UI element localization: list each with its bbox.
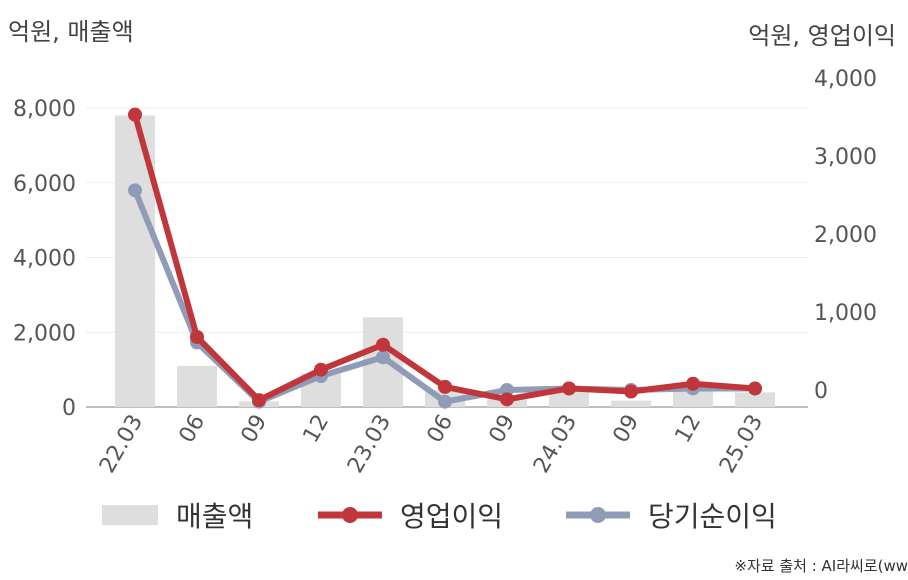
legend-swatch-line-blue [566, 507, 630, 523]
right-tick-label: 2,000 [814, 223, 877, 248]
data-point [438, 394, 452, 409]
chart-canvas: 0 2,000 4,000 6,000 8,000 0 1,000 2,000 3,000 4,… [13, 67, 877, 478]
left-tick-label: 8,000 [13, 97, 76, 122]
data-point [748, 381, 762, 396]
data-point [190, 329, 204, 344]
legend-swatch-line-red [318, 507, 382, 523]
legend-item-revenue: 매출액 [102, 490, 253, 540]
x-tick-label: 24.03 [529, 411, 582, 478]
right-tick-label: 4,000 [814, 67, 877, 92]
data-point [686, 376, 700, 391]
legend: 매출액 영업이익 당기순이익 [0, 490, 908, 540]
x-tick-label: 12 [299, 411, 335, 448]
left-tick-label: 6,000 [13, 172, 76, 197]
source-note: ※자료 출처 : AI라씨로(ww [734, 557, 908, 575]
left-axis-ticks: 0 2,000 4,000 6,000 8,000 [13, 97, 76, 421]
bar [611, 400, 651, 407]
right-tick-label: 3,000 [814, 145, 877, 170]
grid-lines [86, 107, 808, 408]
right-axis-ticks: 0 1,000 2,000 3,000 4,000 [814, 67, 877, 404]
data-point [376, 337, 390, 352]
x-tick-label: 06 [175, 411, 211, 448]
legend-item-net-income: 당기순이익 [566, 490, 777, 540]
data-point [128, 107, 142, 122]
right-tick-label: 0 [814, 379, 828, 404]
data-point [252, 393, 266, 408]
x-tick-label: 12 [671, 411, 707, 448]
data-point [128, 183, 142, 198]
legend-swatch-bar [102, 505, 158, 525]
right-tick-label: 1,000 [814, 301, 877, 326]
left-tick-label: 4,000 [13, 247, 76, 272]
right-axis-title: 억원, 영업이익 [748, 22, 896, 50]
legend-label: 매출액 [176, 500, 254, 533]
bar [735, 392, 775, 407]
x-tick-label: 25.03 [715, 411, 768, 478]
x-tick-label: 22.03 [95, 411, 148, 478]
left-tick-label: 0 [62, 396, 76, 421]
data-point [438, 379, 452, 394]
x-axis-ticks: 22.03 06 09 12 23.03 06 09 24.03 09 12 25.03 [95, 411, 768, 478]
data-point [314, 362, 328, 377]
bar [673, 391, 713, 407]
data-point [376, 350, 390, 365]
data-point [624, 384, 638, 399]
line-series [128, 107, 762, 409]
legend-item-operating-profit: 영업이익 [318, 490, 503, 540]
left-axis-title: 억원, 매출액 [8, 18, 134, 46]
legend-label: 영업이익 [400, 500, 504, 533]
bar-series [115, 115, 775, 407]
legend-label: 당기순이익 [648, 500, 777, 533]
x-tick-label: 09 [609, 411, 645, 448]
x-tick-label: 09 [237, 411, 273, 448]
x-tick-label: 23.03 [343, 411, 396, 478]
bar [549, 390, 589, 407]
x-tick-label: 09 [485, 411, 521, 448]
data-point [500, 392, 514, 407]
x-tick-label: 06 [423, 411, 459, 448]
data-point [562, 381, 576, 396]
bar [177, 365, 217, 407]
left-tick-label: 2,000 [13, 321, 76, 346]
